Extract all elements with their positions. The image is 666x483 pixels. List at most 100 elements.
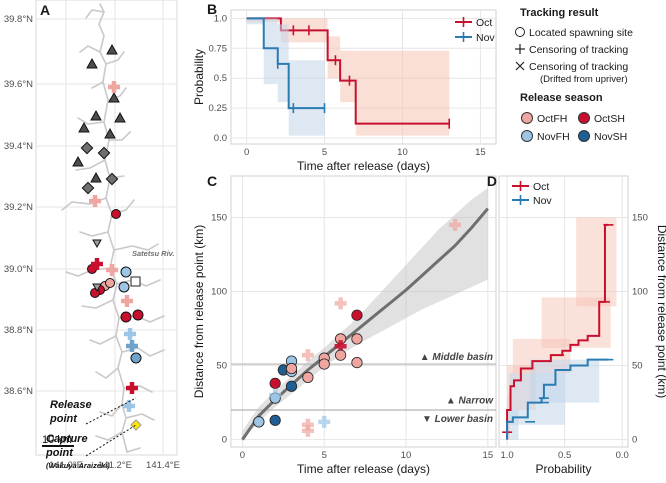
x-axis-label: Time after release (days) (297, 159, 430, 173)
fit-line (241, 207, 489, 441)
ci-band (288, 60, 325, 136)
figure-legend: Tracking result Located spawning site Ce… (515, 7, 633, 143)
legend-tracking-item-3: (Drifted from upriver) (540, 74, 628, 85)
capture-sub-label: (Wakuya Araizeki) (46, 461, 110, 470)
x-tick-label: 5 (322, 450, 327, 461)
data-point-circle (285, 362, 298, 375)
legend-label: Nov (476, 32, 495, 44)
legend-label: Oct (476, 17, 492, 29)
legend-plus-icon (515, 44, 525, 54)
x-axis-label: Probability (535, 462, 591, 476)
data-point-circle (302, 371, 314, 383)
data-point-cross (449, 218, 462, 231)
data-point-cross (269, 389, 282, 402)
ci-band (327, 36, 341, 79)
data-point-cross (334, 297, 347, 310)
map-panel: Release point Capture point (Wakuya Araize… (4, 0, 180, 471)
data-point-circle (351, 356, 363, 369)
survival-oct-nov-panel: 0 5 10 15 0.0 0.25 0.5 0.75 1.0 Oct Nov Time after … (192, 1, 497, 173)
legend-tracking-item-0: Located spawning site (529, 27, 633, 39)
x-tick-label: 10 (401, 450, 412, 461)
y-tick-label: 50 (632, 361, 643, 372)
y-axis-label: Probability (192, 49, 206, 105)
data-point-circle (334, 349, 347, 361)
y-tick-label: 0.25 (209, 103, 228, 114)
legend-season-item-1: OctSH (594, 113, 625, 125)
ci-band (340, 50, 356, 103)
panel-a-label: A (40, 2, 50, 18)
panel-b-label: B (207, 1, 217, 17)
km-line-Nov (246, 17, 325, 110)
capture-point-marker (130, 419, 142, 431)
legend-season-item-0: OctFH (537, 113, 567, 125)
ci-band-oct (576, 217, 617, 307)
legend-tracking-item-1: Censoring of tracking (529, 44, 628, 56)
capture-line-1: Capture (46, 433, 88, 445)
data-point-circle (269, 377, 281, 389)
x-tick-label: 10 (397, 147, 408, 158)
data-point-circle (269, 414, 281, 426)
ci-band (263, 18, 278, 85)
y-tick-label: 0 (222, 435, 227, 446)
lat-tick-label: 39.2°N (4, 202, 33, 213)
river-network (61, 3, 165, 453)
x-tick-label: 0.0 (616, 450, 629, 461)
lon-tick-label: 141.0°E (49, 460, 83, 471)
x-tick-label: 0 (240, 450, 245, 461)
y-tick-label: 50 (216, 361, 227, 372)
data-point-circle (351, 309, 363, 321)
y-tick-label: 0 (632, 435, 637, 446)
release-point-label: Release point (49, 399, 92, 425)
y-tick-label: 1.0 (214, 13, 227, 24)
x-tick-label: 15 (475, 147, 486, 158)
river-label: Satetsu Riv. (132, 249, 175, 258)
map-crosses (89, 81, 138, 412)
map-lon-labels: 141.0°E 141.2°E 141.4°E (49, 460, 180, 471)
ci-band (355, 50, 450, 136)
y-tick-label: 0.75 (209, 43, 228, 54)
capture-line-2: point (45, 447, 74, 459)
legend-label: Oct (533, 181, 549, 193)
map-markers (72, 44, 144, 364)
lat-tick-label: 39.0°N (4, 264, 33, 275)
y-tick-label: 0.5 (214, 73, 227, 84)
x-axis-label: Time after release (days) (297, 462, 430, 476)
y-axis-label: Distance from release point (km) (192, 225, 206, 398)
map-lat-labels: 39.8°N 39.6°N 39.4°N 39.2°N 39.0°N 38.8°N 38.6… (4, 14, 33, 397)
ci-band-nov (530, 359, 600, 403)
x-tick-label: 0.5 (558, 450, 571, 461)
lower-basin-label: ▼ Lower basin (422, 414, 493, 425)
legend-x-icon (515, 61, 525, 71)
legend-tracking-title: Tracking result (520, 7, 599, 19)
release-line-2: point (49, 413, 78, 425)
x-tick-label: 1.0 (500, 450, 513, 461)
panel-d-label: D (487, 173, 497, 189)
ci-band (246, 18, 264, 25)
legend-novfh-icon (521, 130, 533, 142)
y-axis-label: Distance from release point (km) (655, 225, 666, 398)
y-tick-label: 100 (632, 287, 648, 298)
release-line-1: Release (50, 399, 92, 411)
data-point-cross (318, 415, 331, 428)
middle-basin-label: ▲ Middle basin (420, 352, 493, 363)
lat-tick-label: 38.6°N (4, 386, 33, 397)
legend-circle-icon (515, 27, 525, 37)
legend-novsh-icon (578, 130, 590, 142)
data-point-cross (301, 424, 314, 437)
x-tick-label: 0 (244, 147, 249, 158)
legend-season-title: Release season (520, 92, 603, 104)
capture-point-label: Capture point (45, 433, 88, 459)
data-point-circle (253, 416, 265, 428)
scale-label: 10 km (42, 434, 72, 446)
legend-season-item-2: NovFH (537, 131, 570, 143)
data-point-circle (285, 380, 298, 392)
distance-probability-panel: 1.0 0.5 0.00 50 100 150 Oct Nov Probability Dista… (487, 173, 666, 476)
x-tick-label: 15 (483, 450, 494, 461)
y-tick-label: 100 (211, 287, 227, 298)
y-tick-label: 150 (632, 212, 648, 223)
data-point-circle (318, 358, 330, 370)
lat-tick-label: 39.8°N (4, 14, 33, 25)
y-tick-label: 0.0 (214, 133, 227, 144)
